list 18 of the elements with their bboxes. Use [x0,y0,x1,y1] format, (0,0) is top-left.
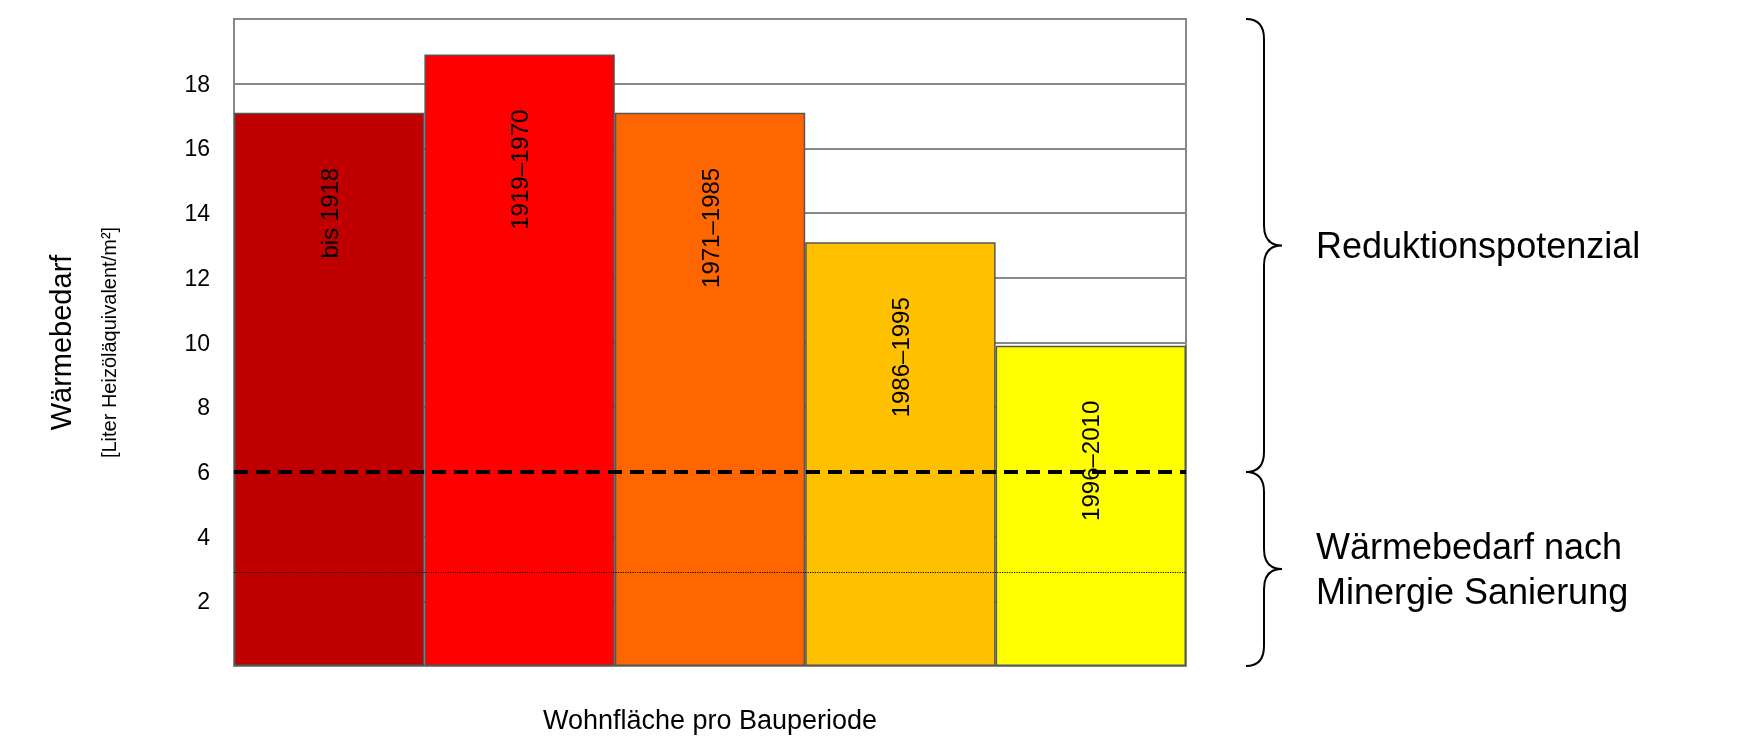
y-tick-label: 8 [197,394,210,421]
y-tick-label: 14 [184,200,211,227]
y-tick-label: 4 [197,523,211,550]
annotation: bis 1918 [315,167,343,259]
y-tick-label: 18 [184,70,210,97]
y-tick-label: 10 [184,329,210,356]
x-axis-title: Wohnfläche pro Bauperiode [542,704,878,735]
annotation: 1919–1970 [506,109,534,230]
y-tick-label: 6 [197,458,210,485]
y-tick-label: 16 [184,135,210,162]
annotation: 1996–2010 [1077,400,1105,521]
y-tick-label: 12 [184,264,210,291]
y-axis-title: Wärmebedarf [Liter Heizöläquivalent/m²] [45,226,120,459]
text: Reduktionspotenzial [1316,223,1642,268]
text: Wärmebedarf nach Minergie Sanierung [1316,524,1630,614]
annotation: 1986–1995 [886,297,914,418]
y-tick-label: 2 [197,588,210,615]
annotation: 1971–1985 [696,167,724,288]
